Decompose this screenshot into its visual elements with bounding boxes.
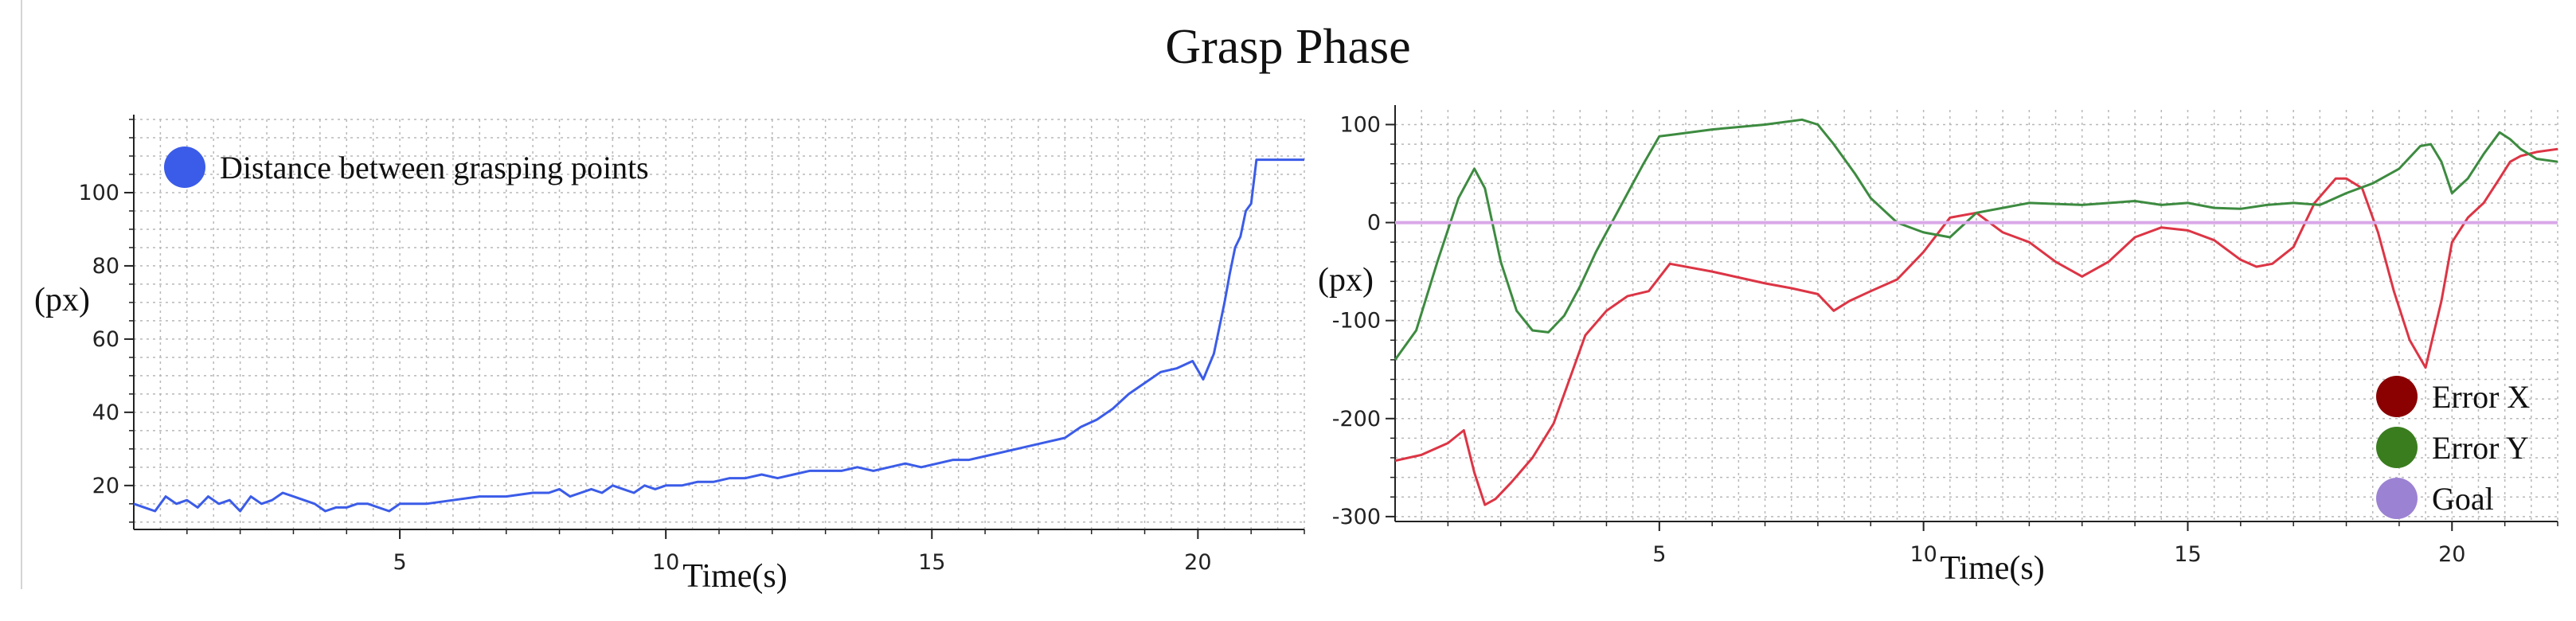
y-tick-label: -200 [1332, 407, 1381, 432]
series-line-error-y [1394, 118, 2558, 361]
figure-title: Grasp Phase [1165, 20, 1411, 74]
legend-label: Error X [2432, 379, 2530, 415]
x-tick-label: 10 [1910, 542, 1937, 567]
y-tick-label: 80 [92, 254, 119, 279]
x-tick-label: 20 [2438, 542, 2465, 567]
x-axis-label: Time(s) [682, 558, 787, 595]
x-tick-label: 5 [393, 550, 406, 575]
left-divider [21, 0, 22, 589]
x-tick-label: 10 [652, 550, 679, 575]
y-axis-label: (px) [34, 282, 90, 318]
y-tick-label: 100 [1339, 112, 1381, 137]
legend: Error X Error Y Goal [2376, 376, 2530, 519]
legend-marker [2376, 478, 2418, 519]
y-tick-label: 40 [92, 400, 119, 425]
x-tick-label: 15 [2174, 542, 2201, 567]
y-tick-label: -100 [1332, 309, 1381, 334]
y-tick-label: 20 [92, 474, 119, 498]
x-tick-label: 5 [1652, 542, 1666, 567]
series-line-error-x [1394, 147, 2558, 506]
chart-panel-2: -300 -200 -100 0 100 5 10 15 20 Time(s) (px) Error … [1318, 105, 2558, 587]
series-line-distance-between-grasping-points [133, 158, 1304, 513]
y-tick-label: 60 [92, 327, 119, 352]
y-axis-label: (px) [1318, 262, 1374, 299]
chart-panel-1: 20 40 60 80 100 5 10 15 20 Time(s) (px) Distance be… [34, 115, 1305, 595]
legend-label: Goal [2432, 481, 2494, 517]
legend-label: Distance between grasping points [220, 150, 649, 186]
y-tick-label: 100 [78, 181, 119, 205]
x-tick-label: 20 [1184, 550, 1211, 575]
legend-marker [2376, 376, 2418, 417]
legend: Distance between grasping points [164, 146, 649, 188]
legend-marker [2376, 427, 2418, 468]
legend-label: Error Y [2432, 430, 2529, 466]
x-axis-label: Time(s) [1940, 550, 2044, 587]
grid [134, 119, 1305, 529]
y-tick-label: 0 [1367, 211, 1381, 236]
legend-marker [164, 146, 205, 188]
y-tick-label: -300 [1332, 505, 1381, 529]
x-tick-label: 15 [918, 550, 945, 575]
